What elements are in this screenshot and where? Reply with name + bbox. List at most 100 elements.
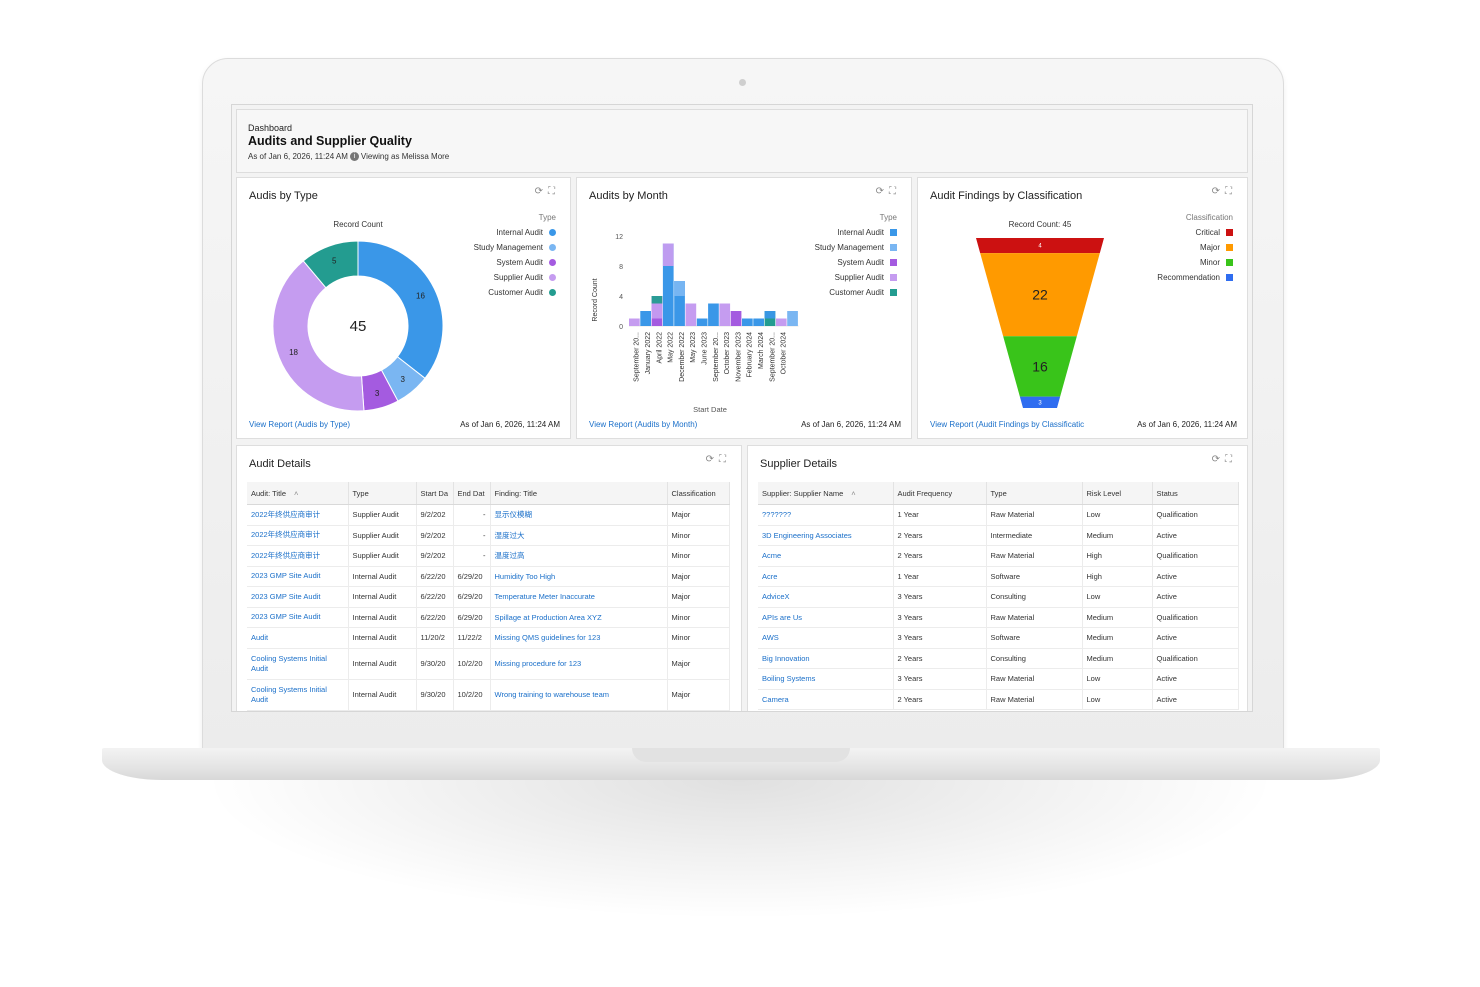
table-cell: Qualification [1152, 648, 1239, 669]
y-tick-label: 4 [619, 294, 623, 301]
table-cell-link[interactable]: 2023 GMP Site Audit [247, 607, 349, 628]
table-cell-link[interactable]: AdviceX [758, 586, 894, 608]
bar-4[interactable] [662, 243, 674, 327]
table-cell-link[interactable]: 2022年终供应商审计 [247, 525, 349, 546]
table-cell-link[interactable]: Humidity Too High [490, 566, 668, 587]
bar-7[interactable] [696, 318, 708, 327]
table-cell-link[interactable]: AWS [758, 627, 894, 649]
sort-ascending-icon[interactable]: ˄ [851, 488, 856, 498]
column-header[interactable]: Audit Frequency [893, 482, 987, 505]
donut-slice-customer-audit[interactable] [302, 240, 359, 289]
bar-1[interactable] [629, 318, 640, 327]
funnel-segment-minor[interactable] [1003, 336, 1077, 397]
expand-icon[interactable]: ⛶ [548, 186, 560, 197]
refresh-icon[interactable]: ⟳ [875, 186, 889, 197]
table-cell-link[interactable]: 2023 GMP Site Audit [247, 586, 349, 608]
table-cell-link[interactable]: Audit [247, 627, 349, 649]
table-cell-link[interactable]: 湿度过大 [490, 525, 668, 546]
expand-icon[interactable]: ⛶ [719, 454, 731, 465]
table-cell: Low [1082, 668, 1153, 690]
table-cell-link[interactable]: 2022年终供应商审计 [247, 504, 349, 526]
table-cell-link[interactable]: Cooling Systems Initial Audit [247, 679, 349, 711]
column-header[interactable]: End Dat [453, 482, 491, 505]
donut-slice-supplier-audit[interactable] [272, 260, 365, 412]
column-header[interactable]: Status [1152, 482, 1239, 505]
legend-item: Customer Audit [815, 285, 897, 300]
funnel-segment-recommendation[interactable] [1019, 396, 1061, 408]
column-header[interactable]: Supplier: Supplier Name ˄ [758, 482, 894, 505]
legend-title: Classification [1185, 213, 1233, 222]
table-cell-link[interactable]: ??????? [758, 504, 894, 526]
table-cell-link[interactable]: Missing procedure for 123 [490, 648, 668, 680]
column-header[interactable]: Classification [667, 482, 730, 505]
x-tick-label: September 20... [713, 332, 720, 382]
refresh-icon[interactable]: ⟳ [534, 186, 548, 197]
x-axis-label: Start Date [693, 405, 727, 414]
classification-legend: Classification Critical Major Minor Recomme… [1157, 210, 1233, 285]
laptop-notch [632, 748, 850, 762]
table-cell-link[interactable]: 3D Engineering Associates [758, 525, 894, 546]
donut-slice-internal-audit[interactable] [357, 240, 444, 380]
expand-icon[interactable]: ⛶ [889, 186, 901, 197]
table-cell: Raw Material [986, 504, 1083, 526]
column-header[interactable]: Type [348, 482, 417, 505]
refresh-icon[interactable]: ⟳ [1211, 454, 1225, 465]
bar-15[interactable] [787, 311, 798, 326]
bar-8[interactable] [708, 303, 719, 327]
table-cell-link[interactable]: 温度过高 [490, 545, 668, 567]
view-report-link[interactable]: View Report (Audit Findings by Classific… [930, 420, 1085, 429]
refresh-icon[interactable]: ⟳ [705, 454, 719, 465]
column-header[interactable]: Finding: Title [490, 482, 668, 505]
sort-ascending-icon[interactable]: ˄ [294, 488, 299, 498]
view-report-link[interactable]: View Report (Audis by Type) [249, 420, 351, 429]
table-cell-link[interactable]: Big Innovation [758, 648, 894, 669]
table-cell-link[interactable]: Wrong training to warehouse team [490, 679, 668, 711]
table-cell: 6/22/20 [416, 566, 454, 587]
table-cell-link[interactable]: Camera [758, 689, 894, 710]
table-cell-link[interactable]: 2023 GMP Site Audit [247, 566, 349, 587]
bar-segment[interactable] [651, 296, 663, 304]
funnel-segment-major[interactable] [980, 253, 1100, 337]
card-timestamp: As of Jan 6, 2026, 11:24 AM [460, 420, 560, 429]
refresh-icon[interactable]: ⟳ [1211, 186, 1225, 197]
bar-segment[interactable] [764, 311, 776, 319]
bar-segment[interactable] [674, 281, 685, 296]
expand-icon[interactable]: ⛶ [1225, 454, 1237, 465]
bar-12[interactable] [753, 318, 764, 327]
expand-icon[interactable]: ⛶ [1225, 186, 1237, 197]
table-cell-link[interactable]: Acme [758, 545, 894, 567]
table-cell: Supplier Audit [348, 504, 417, 526]
column-header[interactable]: Audit: Title ˄ [247, 482, 349, 505]
column-header[interactable]: Risk Level [1082, 482, 1153, 505]
table-row: APIs are Us 3 Years Raw Material Medium Qual… [758, 607, 1239, 628]
column-header[interactable]: Start Da [416, 482, 454, 505]
column-header[interactable]: Type [986, 482, 1083, 505]
bar-segment[interactable] [651, 296, 663, 319]
table-cell-link[interactable]: 显示仪模糊 [490, 504, 668, 526]
bar-5[interactable] [674, 281, 685, 326]
bar-11[interactable] [742, 318, 753, 327]
bar-6[interactable] [685, 303, 697, 327]
x-tick-label: December 2022 [679, 332, 686, 382]
bar-10[interactable] [730, 311, 742, 326]
bar-14[interactable] [775, 318, 787, 327]
table-cell-link[interactable]: Acre [758, 566, 894, 587]
table-cell-link[interactable]: Missing QMS guidelines for 123 [490, 627, 668, 649]
table-cell-link[interactable]: Cooling Systems Initial Audit [247, 648, 349, 680]
table-row: Audit Internal Audit 11/20/2 11/22/2 Missing… [247, 627, 730, 649]
view-report-link[interactable]: View Report (Audits by Month) [589, 420, 698, 429]
table-cell-link[interactable]: 2022年终供应商审计 [247, 545, 349, 567]
table-cell-link[interactable]: APIs are Us [758, 607, 894, 628]
bar-2[interactable] [640, 311, 651, 326]
bar-9[interactable] [719, 303, 731, 327]
table-cell-link[interactable]: Boiling Systems [758, 668, 894, 690]
dashboard-title: Audits and Supplier Quality [248, 134, 412, 148]
table-cell: Qualification [1152, 504, 1239, 526]
funnel-segment-critical[interactable] [976, 238, 1104, 254]
table-cell: - [453, 545, 491, 567]
table-cell-link[interactable]: Temperature Meter Inaccurate [490, 586, 668, 608]
info-icon[interactable]: i [349, 152, 359, 162]
bar-segment[interactable] [662, 243, 674, 267]
table-row: 2023 GMP Site Audit Internal Audit 6/22/20… [247, 607, 730, 628]
table-cell-link[interactable]: Spillage at Production Area XYZ [490, 607, 668, 628]
